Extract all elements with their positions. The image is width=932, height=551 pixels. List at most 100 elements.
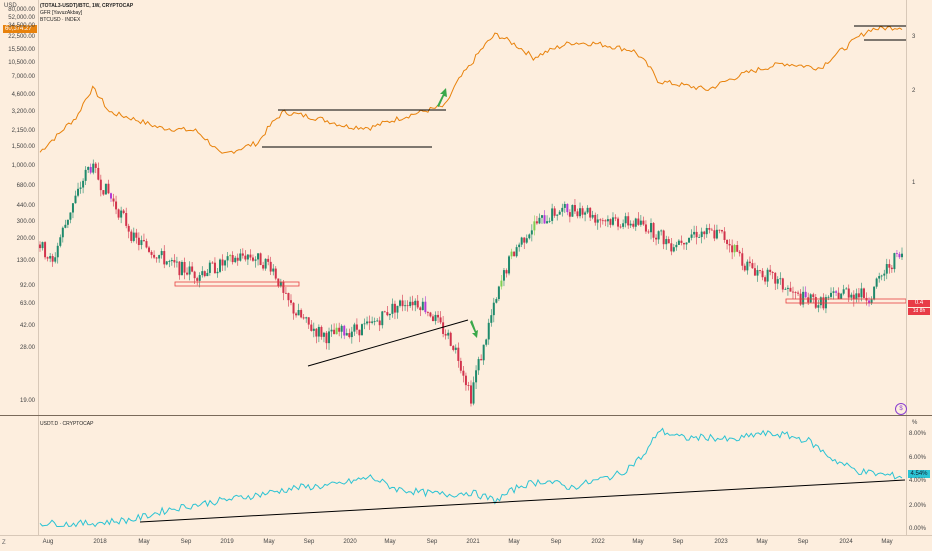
pane-separator[interactable]: [0, 415, 932, 416]
candle-body: [137, 237, 140, 246]
candle-body: [109, 193, 112, 199]
candle-body: [386, 312, 389, 316]
candle-body: [655, 237, 658, 240]
time-axis[interactable]: [0, 535, 932, 551]
candle-body: [464, 375, 467, 386]
candle-body: [738, 251, 741, 254]
candle-body: [502, 270, 505, 281]
candle-body: [462, 370, 465, 376]
candle-body: [888, 264, 891, 268]
candle-body: [573, 205, 576, 212]
candle-body: [774, 272, 777, 284]
candle-body: [518, 244, 521, 248]
x-axis-tick: May: [632, 539, 644, 545]
x-axis-tick: May: [881, 539, 893, 545]
candle-body: [779, 278, 782, 280]
candle-body: [338, 327, 341, 332]
candle-body: [447, 332, 450, 336]
candle-body: [538, 217, 541, 224]
candle-body: [442, 322, 445, 334]
candle-body: [211, 262, 214, 264]
candle-body: [51, 256, 54, 262]
candle-body: [350, 331, 353, 338]
candle-body: [452, 345, 455, 350]
candle-body: [627, 216, 630, 226]
candle-body: [589, 207, 592, 218]
candle-body: [170, 260, 173, 262]
candle-body: [328, 331, 331, 344]
candle-body: [675, 244, 678, 248]
x-axis-tick: Sep: [672, 539, 684, 545]
left-axis-tick: 10,500.00: [8, 60, 35, 66]
candle-body: [168, 261, 171, 262]
right-axis-tick: 2: [912, 88, 916, 94]
candle-body: [378, 320, 381, 326]
candle-body: [206, 272, 209, 277]
usdt-legend[interactable]: USDT.D · CRYPTOCAP: [40, 421, 94, 427]
candle-body: [644, 224, 647, 232]
candle-body: [201, 271, 204, 276]
corner-icon[interactable]: Z: [2, 540, 6, 546]
indicator-settings-icon[interactable]: $: [895, 403, 907, 415]
main-series-title[interactable]: (TOTAL3-USDT)/BTC, 1W, CRYPTOCAP: [40, 3, 134, 9]
usdt-axis-tick: 2.00%: [909, 503, 927, 509]
candle-body: [467, 385, 470, 386]
candle-body: [39, 244, 41, 249]
candle-body: [490, 315, 493, 323]
candle-body: [454, 347, 457, 350]
candle-body: [470, 385, 472, 404]
drawings[interactable]: [139, 25, 907, 523]
candle-body: [500, 280, 503, 287]
candle-body: [231, 255, 234, 263]
currency-label[interactable]: USD: [4, 3, 17, 9]
candle-body: [520, 237, 523, 245]
candle-body: [165, 261, 168, 265]
candle-body: [203, 271, 206, 277]
candle-body: [277, 278, 280, 287]
candle-body: [764, 277, 767, 282]
candle-body: [373, 321, 376, 323]
candle-body: [769, 269, 772, 272]
candle-body: [391, 303, 394, 314]
candle-body: [249, 254, 252, 258]
right-price-axis[interactable]: [906, 0, 932, 550]
candle-body: [523, 237, 526, 243]
candle-body: [439, 317, 442, 323]
x-axis-tick: Sep: [426, 539, 438, 545]
candle-body: [576, 211, 579, 217]
candle-body: [713, 230, 716, 239]
candle-body: [424, 301, 427, 313]
candle-body: [680, 240, 683, 243]
candle-body: [515, 247, 518, 257]
candle-body: [145, 241, 148, 248]
gfr-legend[interactable]: GFR [YavuzAkbay]: [40, 10, 83, 16]
ratio-countdown-tag: 1d 8h: [908, 308, 930, 315]
candle-body: [492, 302, 495, 316]
candle-body: [340, 325, 343, 332]
candle-body: [629, 223, 632, 226]
x-axis-tick: 2018: [93, 539, 107, 545]
candle-body: [477, 359, 480, 371]
candle-body: [756, 270, 759, 276]
candle-body: [797, 292, 800, 294]
candle-body: [685, 242, 688, 245]
candle-body: [703, 231, 706, 235]
candle-body: [731, 245, 734, 253]
candle-body: [257, 253, 260, 260]
candle-body: [677, 240, 680, 245]
candle-body: [409, 301, 412, 307]
candle-body: [71, 203, 74, 213]
candle-body: [421, 301, 424, 311]
left-price-axis[interactable]: [0, 0, 39, 550]
candle-body: [239, 253, 242, 261]
candle-body: [850, 294, 853, 298]
candle-body: [472, 382, 475, 404]
candle-body: [44, 242, 47, 258]
candle-body: [652, 223, 655, 238]
candle-body: [376, 320, 379, 322]
candle-body: [883, 273, 886, 276]
candle-body: [736, 245, 739, 252]
btc-legend[interactable]: BTCUSD · INDEX: [40, 17, 81, 23]
